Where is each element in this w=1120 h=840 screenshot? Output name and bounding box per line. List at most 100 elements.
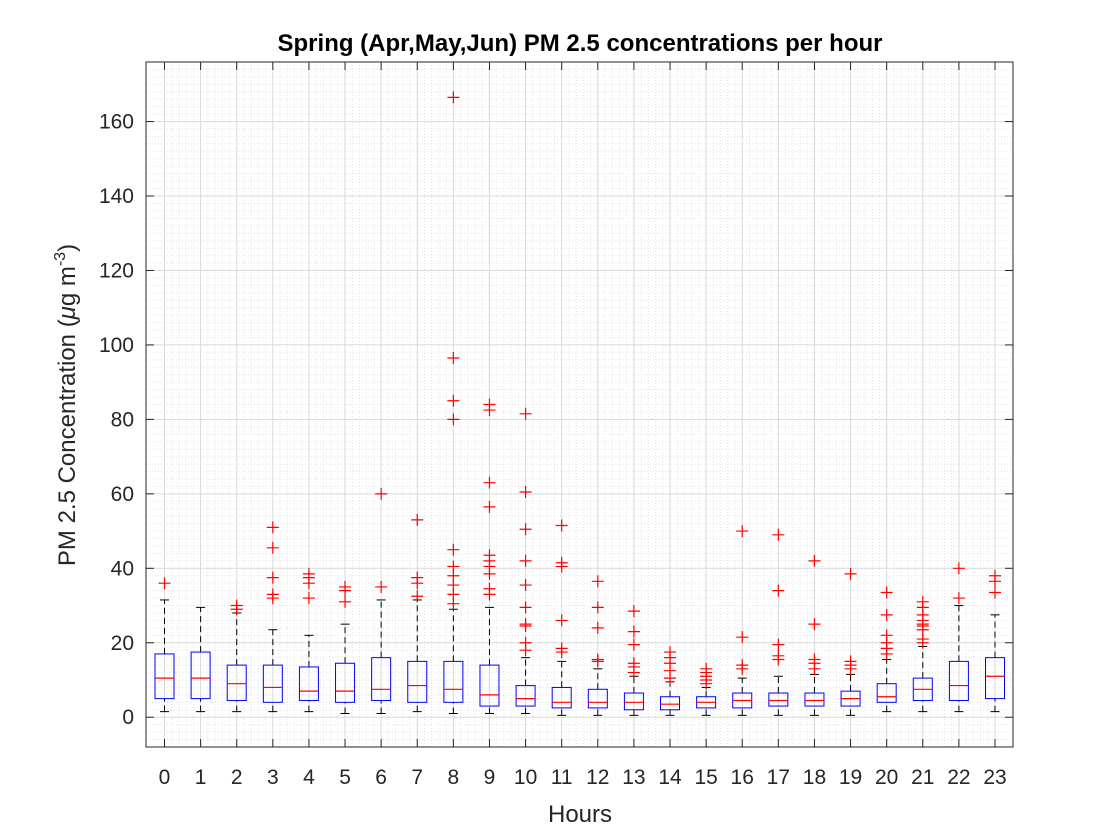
box-iqr — [587, 688, 608, 709]
outlier-marker — [483, 500, 496, 513]
outlier-marker — [952, 562, 965, 575]
x-tick-label: 15 — [694, 766, 717, 789]
box-iqr — [298, 666, 319, 701]
outlier-marker — [736, 631, 749, 644]
box-hour-5 — [335, 580, 356, 714]
outlier-marker — [844, 655, 857, 668]
outlier-marker — [339, 580, 352, 593]
x-tick-label: 5 — [339, 766, 351, 789]
box-hour-8 — [443, 91, 464, 714]
x-tick-label: 4 — [303, 766, 315, 789]
y-tick-label: 80 — [111, 408, 134, 431]
outlier-marker — [808, 653, 821, 666]
outlier-marker — [266, 571, 279, 584]
box-hour-12 — [587, 575, 608, 716]
outlier-marker — [555, 642, 568, 655]
x-tick-label: 7 — [411, 766, 423, 789]
x-tick-label: 12 — [586, 766, 609, 789]
outlier-marker — [411, 590, 424, 603]
outlier-marker — [411, 513, 424, 526]
y-tick-label: 140 — [99, 185, 134, 208]
outlier-marker — [266, 541, 279, 554]
x-tick-label: 8 — [448, 766, 460, 789]
box-hour-14 — [660, 646, 681, 716]
y-tick-label: 100 — [99, 334, 134, 357]
x-tick-label: 0 — [159, 766, 171, 789]
box-hour-11 — [551, 519, 572, 716]
outlier-marker — [483, 398, 496, 411]
box-hour-2 — [226, 599, 247, 713]
box-iqr — [985, 657, 1005, 700]
outlier-marker — [375, 487, 388, 500]
x-tick-label: 20 — [875, 766, 898, 789]
outlier-marker — [555, 556, 568, 569]
box-hour-20 — [876, 586, 897, 713]
box-iqr — [948, 660, 969, 701]
outlier-marker — [519, 554, 532, 567]
box-iqr — [515, 685, 536, 707]
outlier-marker — [772, 649, 785, 662]
outlier-marker — [627, 625, 640, 638]
outlier-marker — [519, 407, 532, 420]
outlier-marker — [591, 601, 604, 614]
box-hour-4 — [298, 567, 319, 713]
box-iqr — [660, 696, 681, 711]
outlier-marker — [736, 659, 749, 672]
x-tick-label: 6 — [375, 766, 387, 789]
x-tick-label: 13 — [622, 766, 645, 789]
box-iqr — [443, 660, 464, 703]
outlier-marker — [555, 519, 568, 532]
outlier-marker — [591, 575, 604, 588]
outlier-marker — [447, 394, 460, 407]
y-tick-label: 20 — [111, 632, 134, 655]
box-iqr — [551, 686, 572, 709]
box-hour-0 — [154, 577, 175, 713]
box-iqr — [190, 651, 211, 700]
box-hour-19 — [840, 567, 861, 716]
box-iqr — [407, 660, 428, 703]
box-hour-18 — [804, 554, 825, 716]
box-iqr — [335, 662, 356, 703]
outlier-marker — [519, 523, 532, 536]
x-tick-label: 17 — [767, 766, 790, 789]
outlier-marker — [519, 485, 532, 498]
y-tick-label: 0 — [122, 706, 134, 729]
outlier-marker — [700, 662, 713, 675]
x-tick-label: 9 — [484, 766, 496, 789]
box-hour-1 — [190, 606, 211, 713]
outlier-marker — [266, 588, 279, 601]
chart-title: Spring (Apr,May,Jun) PM 2.5 concentratio… — [278, 30, 883, 57]
outlier-marker — [519, 636, 532, 649]
outlier-marker — [952, 592, 965, 605]
outlier-marker — [880, 586, 893, 599]
outlier-marker — [302, 567, 315, 580]
x-tick-label: 18 — [803, 766, 826, 789]
x-tick-label: 14 — [658, 766, 682, 789]
outlier-marker — [447, 351, 460, 364]
box-hour-23 — [985, 569, 1005, 713]
outlier-marker — [916, 595, 929, 608]
box-iqr — [804, 692, 825, 707]
x-tick-label: 1 — [195, 766, 207, 789]
x-tick-label: 16 — [731, 766, 754, 789]
x-axis-label: Hours — [548, 801, 612, 828]
box-hour-22 — [948, 562, 969, 713]
y-tick-label: 160 — [99, 111, 134, 134]
outlier-marker — [375, 580, 388, 593]
x-tick-label: 23 — [983, 766, 1006, 789]
box-iqr — [154, 653, 175, 700]
box-iqr — [479, 664, 500, 707]
box-hour-10 — [515, 407, 536, 714]
outlier-marker — [447, 543, 460, 556]
x-tick-label: 10 — [514, 766, 537, 789]
x-tick-label: 11 — [551, 766, 573, 789]
outlier-marker — [447, 91, 460, 104]
outlier-marker — [447, 413, 460, 426]
box-hour-17 — [768, 528, 789, 716]
outlier-marker — [339, 595, 352, 608]
outlier-marker — [772, 638, 785, 651]
outlier-marker — [880, 608, 893, 621]
outlier-marker — [483, 582, 496, 595]
outlier-marker — [989, 586, 1001, 599]
y-axis-label: PM 2.5 Concentration (μg m-3) — [52, 244, 81, 566]
